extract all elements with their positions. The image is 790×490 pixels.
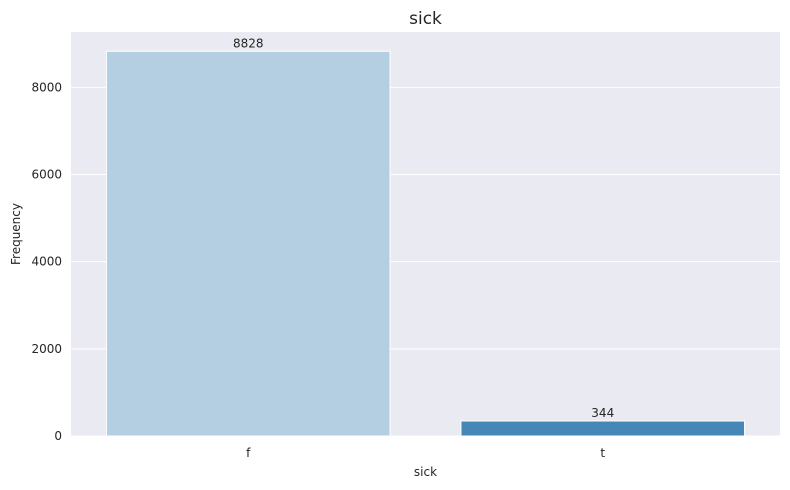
y-tick-labels: 0 2000 4000 6000 8000: [31, 80, 62, 443]
y-tick-label: 8000: [31, 80, 62, 94]
data-label: 8828: [233, 36, 264, 50]
data-labels: 8828 344: [233, 36, 614, 420]
chart-title: sick: [409, 9, 442, 29]
x-tick-label: f: [246, 446, 251, 460]
bar-f: [105, 50, 391, 437]
y-tick-label: 4000: [31, 255, 62, 269]
y-tick-label: 0: [54, 429, 62, 443]
data-label: 344: [591, 406, 614, 420]
x-tick-label: t: [600, 446, 605, 460]
bars: [105, 50, 746, 437]
y-axis-label: Frequency: [9, 203, 23, 265]
bar-t: [460, 420, 746, 437]
y-tick-label: 6000: [31, 168, 62, 182]
y-tick-label: 2000: [31, 342, 62, 356]
x-axis-label: sick: [414, 465, 437, 479]
